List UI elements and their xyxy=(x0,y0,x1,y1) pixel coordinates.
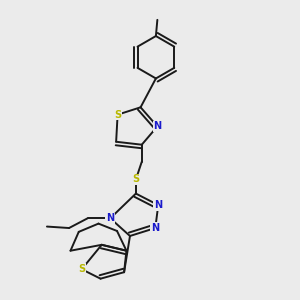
Text: S: S xyxy=(78,264,85,274)
Text: S: S xyxy=(132,174,140,184)
Text: N: N xyxy=(154,200,162,210)
Text: S: S xyxy=(114,110,121,120)
Text: N: N xyxy=(106,213,114,223)
Text: N: N xyxy=(153,122,161,131)
Text: N: N xyxy=(151,223,159,233)
